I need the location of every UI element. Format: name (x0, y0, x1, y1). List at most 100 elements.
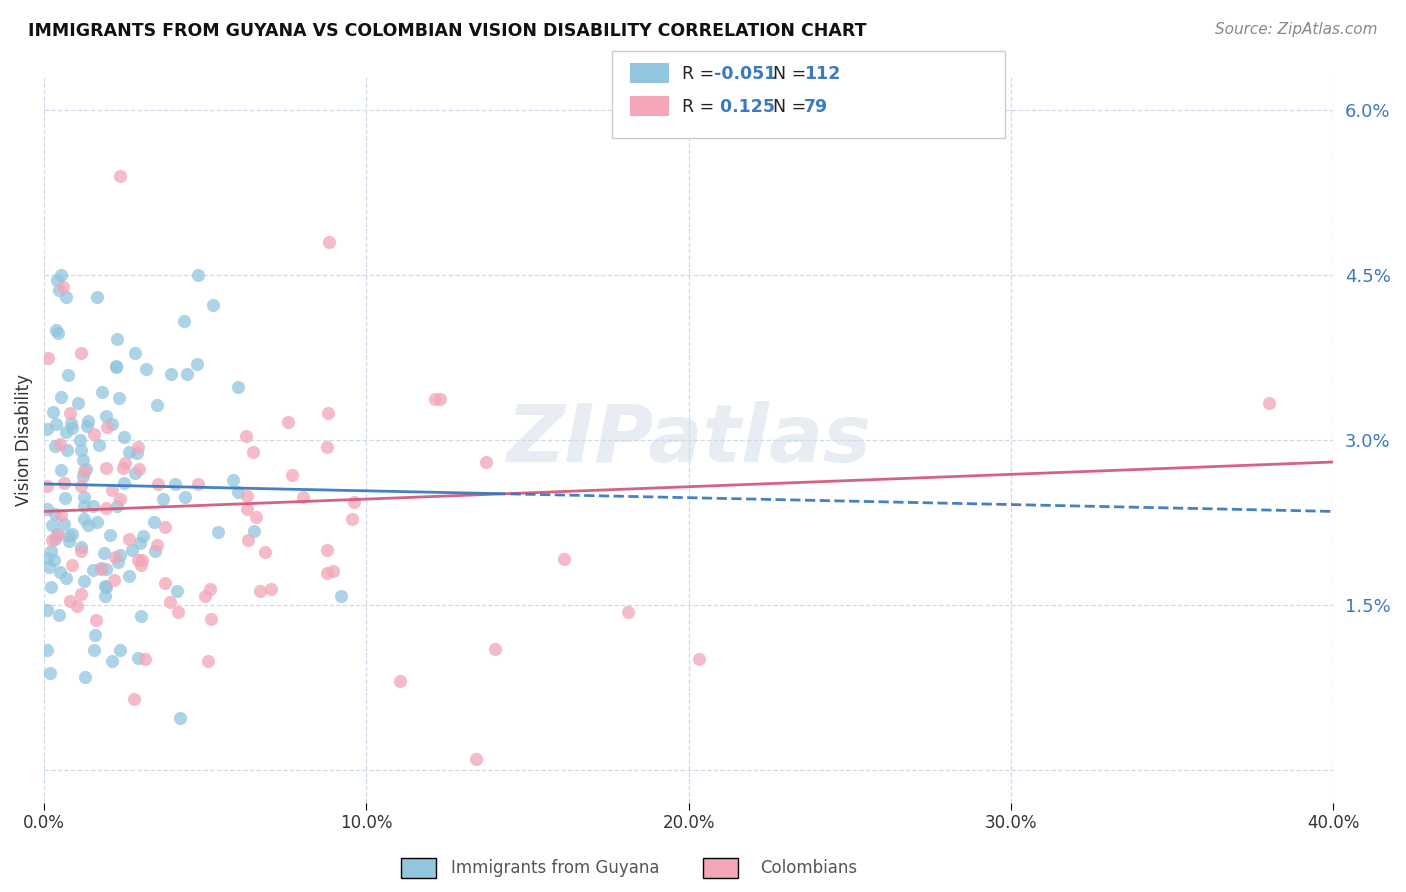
Point (340, 511, 363, 525)
Point (72, 453, 94, 467)
Point (52, 280, 75, 294)
Point (49, 437, 72, 451)
Y-axis label: Vision Disability: Vision Disability (15, 374, 32, 506)
Text: N =: N = (773, 98, 813, 116)
Text: N =: N = (773, 65, 813, 83)
Point (124, 466, 146, 480)
Text: Colombians: Colombians (759, 859, 858, 877)
Point (152, 491, 174, 506)
Point (146, 398, 169, 412)
Point (82, 500, 104, 514)
Point (207, 524, 229, 539)
Point (143, 544, 166, 558)
Point (66, 396, 89, 410)
Point (83, 427, 105, 442)
Point (37, 351, 59, 365)
Point (186, 357, 208, 371)
Point (245, 509, 267, 524)
Point (107, 332, 129, 346)
Point (96, 501, 118, 516)
Point (42, 552, 65, 566)
Point (60, 420, 83, 434)
Point (51, 508, 73, 522)
Point (617, 605, 640, 619)
Point (316, 406, 339, 420)
Point (77, 517, 100, 532)
Point (159, 595, 181, 609)
Text: IMMIGRANTS FROM GUYANA VS COLOMBIAN VISION DISABILITY CORRELATION CHART: IMMIGRANTS FROM GUYANA VS COLOMBIAN VISI… (28, 22, 866, 40)
Point (132, 529, 155, 543)
Point (465, 751, 488, 765)
Point (56, 368, 79, 383)
Point (48, 284, 70, 298)
Point (316, 566, 339, 581)
Point (176, 367, 198, 381)
Point (169, 711, 191, 725)
Point (37, 642, 59, 657)
Point (91, 384, 114, 399)
Point (129, 535, 152, 549)
Point (46, 273, 69, 287)
Point (48, 607, 70, 622)
Text: -0.051: -0.051 (714, 65, 776, 83)
Text: ZIPatlas: ZIPatlas (506, 401, 872, 479)
Point (316, 543, 339, 558)
Point (226, 485, 249, 500)
Point (112, 461, 135, 475)
Point (127, 651, 149, 665)
Point (107, 555, 129, 569)
Point (69, 540, 91, 554)
Point (49, 463, 72, 477)
Point (166, 584, 188, 599)
Point (330, 589, 353, 603)
Point (688, 652, 710, 666)
Point (236, 501, 259, 516)
Point (93, 546, 115, 560)
Text: Source: ZipAtlas.com: Source: ZipAtlas.com (1215, 22, 1378, 37)
Point (243, 524, 266, 539)
Point (76, 418, 98, 433)
Point (55, 571, 77, 585)
Point (281, 468, 304, 483)
Point (73, 574, 96, 588)
Point (45, 417, 67, 431)
Point (108, 548, 131, 562)
Point (249, 584, 271, 599)
Point (118, 533, 141, 547)
Point (112, 430, 135, 444)
Point (484, 642, 506, 657)
Point (73, 465, 96, 479)
Point (48, 326, 70, 341)
Point (60, 558, 83, 572)
Point (66, 599, 89, 614)
Point (429, 392, 451, 406)
Point (45, 323, 67, 337)
Point (277, 415, 299, 429)
Point (104, 550, 127, 565)
Point (200, 582, 222, 596)
Point (222, 473, 245, 487)
Point (104, 359, 127, 373)
Point (56, 442, 79, 457)
Point (135, 362, 157, 376)
Point (69, 433, 91, 447)
Point (41, 518, 63, 533)
Point (55, 290, 77, 304)
Text: Immigrants from Guyana: Immigrants from Guyana (451, 859, 659, 877)
Point (134, 652, 156, 666)
Point (77, 414, 100, 428)
Point (86, 515, 108, 529)
Point (148, 477, 170, 491)
Point (73, 499, 96, 513)
Point (69, 587, 91, 601)
Point (153, 575, 176, 590)
Point (60, 526, 83, 541)
Point (253, 545, 276, 559)
Point (39, 580, 62, 594)
Point (236, 533, 259, 547)
Point (187, 477, 209, 491)
Point (112, 476, 135, 491)
Point (83, 642, 105, 657)
Point (100, 654, 122, 668)
Point (73, 490, 96, 504)
